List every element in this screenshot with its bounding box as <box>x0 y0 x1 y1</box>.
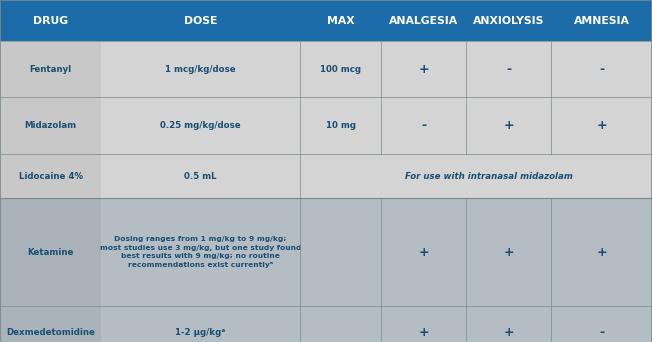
Bar <box>101 306 652 342</box>
Text: +: + <box>503 119 514 132</box>
Bar <box>101 97 652 154</box>
Bar <box>0 198 101 306</box>
Text: Dosing ranges from 1 mg/kg to 9 mg/kg;
most studies use 3 mg/kg, but one study f: Dosing ranges from 1 mg/kg to 9 mg/kg; m… <box>100 236 301 268</box>
Text: Ketamine: Ketamine <box>27 248 74 257</box>
Bar <box>0 0 652 41</box>
Text: +: + <box>503 246 514 259</box>
Text: -: - <box>599 326 604 339</box>
Text: Fentanyl: Fentanyl <box>29 65 72 74</box>
Text: -: - <box>506 63 511 76</box>
Bar <box>101 41 652 97</box>
Text: 0.5 mL: 0.5 mL <box>185 172 216 181</box>
Text: -: - <box>421 119 426 132</box>
Text: 0.25 mg/kg/dose: 0.25 mg/kg/dose <box>160 121 241 130</box>
Text: +: + <box>596 119 607 132</box>
Text: 1-2 μg/kgᵃ: 1-2 μg/kgᵃ <box>175 328 226 337</box>
Text: MAX: MAX <box>327 15 355 26</box>
Text: +: + <box>419 246 429 259</box>
Bar <box>0 97 101 154</box>
Text: Dexmedetomidine: Dexmedetomidine <box>6 328 95 337</box>
Bar <box>0 41 101 97</box>
Text: +: + <box>419 63 429 76</box>
Text: Lidocaine 4%: Lidocaine 4% <box>18 172 83 181</box>
Text: +: + <box>596 246 607 259</box>
Text: DRUG: DRUG <box>33 15 68 26</box>
Text: ANALGESIA: ANALGESIA <box>389 15 458 26</box>
Bar <box>0 306 101 342</box>
Text: For use with intranasal midazolam: For use with intranasal midazolam <box>405 172 573 181</box>
Text: 1 mcg/kg/dose: 1 mcg/kg/dose <box>165 65 236 74</box>
Text: 100 mcg: 100 mcg <box>320 65 361 74</box>
Bar <box>0 154 101 198</box>
Text: ANXIOLYSIS: ANXIOLYSIS <box>473 15 544 26</box>
Text: DOSE: DOSE <box>184 15 217 26</box>
Text: +: + <box>419 326 429 339</box>
Text: 10 mg: 10 mg <box>325 121 356 130</box>
Text: Midazolam: Midazolam <box>25 121 76 130</box>
Text: -: - <box>599 63 604 76</box>
Bar <box>101 198 652 306</box>
Bar <box>101 154 652 198</box>
Text: AMNESIA: AMNESIA <box>574 15 629 26</box>
Text: +: + <box>503 326 514 339</box>
